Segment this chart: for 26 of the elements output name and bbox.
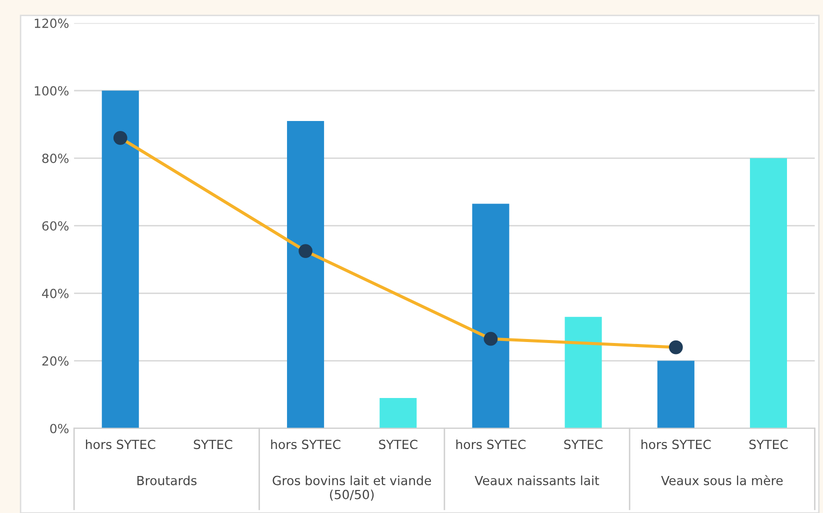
bar bbox=[102, 90, 139, 428]
y-tick-label: 120% bbox=[34, 18, 69, 28]
x-tick-label: SYTEC bbox=[749, 440, 788, 450]
x-tick-label: SYTEC bbox=[194, 440, 232, 450]
text: Veaux naissants lait bbox=[474, 476, 600, 486]
x-tick-label: hors SYTEC bbox=[86, 439, 156, 450]
x-tick-label: SYTEC bbox=[379, 440, 418, 450]
y-tick-label: 100% bbox=[34, 86, 69, 96]
bar bbox=[472, 204, 510, 428]
y-tick-label: 40% bbox=[42, 288, 69, 298]
bar bbox=[287, 121, 324, 428]
bar bbox=[564, 316, 602, 428]
text: Gros bovins lait et viande (50/50) bbox=[272, 476, 431, 501]
bar bbox=[750, 158, 787, 428]
x-tick-label: hors SYTEC bbox=[271, 439, 340, 450]
text: Broutards bbox=[137, 476, 197, 486]
y-tick-label: 80% bbox=[42, 154, 69, 164]
bar bbox=[657, 360, 694, 428]
bar bbox=[380, 398, 417, 428]
text: Veaux sous la mère bbox=[661, 475, 783, 486]
x-tick-label: hors SYTEC bbox=[642, 439, 711, 450]
x-tick-label: SYTEC bbox=[564, 440, 603, 450]
y-tick-label: 20% bbox=[42, 356, 69, 366]
y-tick-label: 60% bbox=[42, 221, 69, 231]
x-tick-label: hors SYTEC bbox=[456, 439, 526, 450]
y-tick-label: 0% bbox=[50, 424, 69, 434]
